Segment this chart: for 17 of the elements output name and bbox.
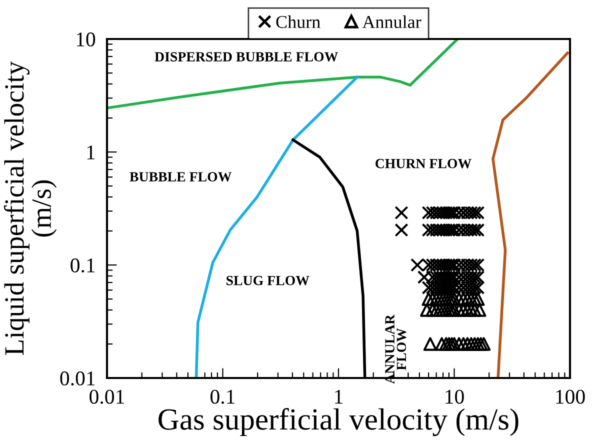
y-tick-label: 1 [87, 145, 95, 160]
annotation: SLUG FLOW [226, 276, 310, 286]
x-tick-label: 0.1 [210, 390, 235, 404]
x-axis-title: Gas superficial velocity (m/s) [158, 408, 518, 436]
x-tick-label: 0.01 [90, 390, 124, 404]
legend-label: Churn [276, 15, 320, 28]
y-tick-label: 0.1 [70, 258, 95, 273]
x-tick-label: 1 [335, 390, 342, 404]
annotation: CHURN FLOW [375, 158, 472, 168]
x-tick-label: 100 [556, 390, 585, 404]
annotation: BUBBLE FLOW [130, 172, 232, 182]
y-tick-label: 10 [76, 32, 96, 46]
annotation: DISPERSED BUBBLE FLOW [154, 52, 338, 62]
y-axis-title: Liquid superficial velocity (m/s) [4, 61, 57, 356]
x-tick-label: 10 [446, 390, 464, 404]
legend-label: Annular [362, 15, 422, 28]
y-tick-label: 0.01 [60, 371, 95, 386]
